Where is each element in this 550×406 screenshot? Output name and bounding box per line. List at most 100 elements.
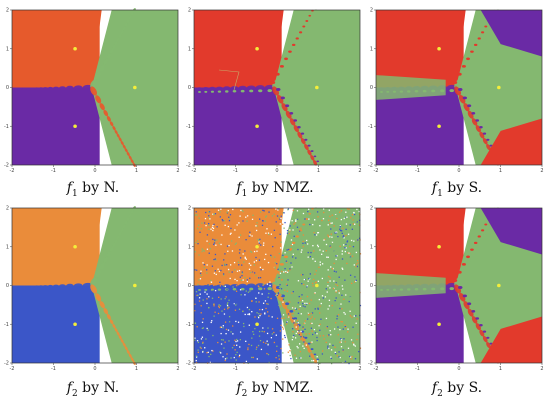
caption-subscript: 1 bbox=[241, 188, 248, 199]
x-tick-label: 1 bbox=[317, 168, 320, 174]
caption-function: f bbox=[431, 180, 438, 196]
caption-method: by N. bbox=[77, 380, 120, 396]
x-tick-label: 1 bbox=[499, 168, 502, 174]
panel-caption: f2 by S. bbox=[368, 380, 546, 399]
x-tick-label: 1 bbox=[499, 366, 502, 372]
basin-plot: -2 -1 0 1 2 2 1 0 -1 -2 bbox=[4, 202, 182, 372]
y-tick-label: 0 bbox=[6, 283, 9, 289]
y-tick-label: 2 bbox=[370, 206, 373, 212]
x-tick-label: 1 bbox=[135, 366, 138, 372]
x-tick-label: 0 bbox=[457, 366, 460, 372]
x-tick-label: -1 bbox=[51, 366, 56, 372]
y-tick-label: 2 bbox=[370, 8, 373, 14]
x-tick-label: -2 bbox=[10, 366, 15, 372]
x-tick-label: -2 bbox=[192, 168, 197, 174]
root-dot bbox=[73, 322, 77, 327]
basin-plot: -2 -1 0 1 2 2 1 0 -1 -2 bbox=[186, 4, 364, 174]
caption-subscript: 1 bbox=[437, 188, 443, 199]
basin-plot: -2 -1 0 1 2 2 1 0 -1 -2 bbox=[186, 202, 364, 372]
y-tick-label: 1 bbox=[370, 46, 373, 52]
y-tick-label: 1 bbox=[6, 244, 9, 250]
y-tick-label: -1 bbox=[186, 124, 191, 130]
y-tick-label: -1 bbox=[4, 322, 9, 328]
caption-function: f bbox=[66, 180, 72, 196]
caption-method: by S. bbox=[442, 380, 483, 396]
y-tick-label: -1 bbox=[368, 124, 373, 130]
x-tick-label: 2 bbox=[176, 168, 179, 174]
y-tick-label: 0 bbox=[188, 283, 191, 289]
x-tick-label: -1 bbox=[233, 168, 238, 174]
panel-caption: f2 by NMZ. bbox=[186, 380, 364, 399]
basin-plot: -2 -1 0 1 2 2 1 0 -1 -2 bbox=[4, 4, 182, 174]
root-dot bbox=[255, 322, 259, 327]
root-dot bbox=[437, 46, 441, 51]
y-tick-label: 1 bbox=[370, 244, 373, 250]
y-tick-label: 0 bbox=[370, 283, 373, 289]
root-dot bbox=[73, 124, 77, 129]
x-tick-label: 2 bbox=[540, 168, 543, 174]
x-tick-label: -2 bbox=[192, 366, 197, 372]
x-tick-label: -2 bbox=[374, 366, 379, 372]
y-tick-label: 2 bbox=[6, 206, 9, 212]
caption-method: by NMZ. bbox=[247, 180, 314, 196]
panel-caption: f1 by S. bbox=[368, 180, 546, 199]
caption-subscript: 2 bbox=[241, 388, 248, 399]
root-dot bbox=[437, 322, 441, 327]
y-tick-label: 0 bbox=[370, 85, 373, 91]
y-tick-label: 0 bbox=[6, 85, 9, 91]
x-tick-label: 1 bbox=[135, 168, 138, 174]
caption-method: by NMZ. bbox=[247, 380, 314, 396]
y-tick-label: -2 bbox=[186, 163, 191, 169]
root-dot bbox=[315, 283, 319, 288]
basin-plot: -2 -1 0 1 2 2 1 0 -1 -2 bbox=[368, 202, 546, 372]
root-dot bbox=[437, 124, 441, 129]
x-tick-label: 0 bbox=[275, 168, 278, 174]
panel-caption: f1 by N. bbox=[4, 180, 182, 199]
y-tick-label: -1 bbox=[4, 124, 9, 130]
caption-function: f bbox=[66, 380, 72, 396]
x-tick-label: 0 bbox=[457, 168, 460, 174]
root-dot bbox=[73, 244, 77, 249]
root-dot bbox=[255, 244, 259, 249]
y-tick-label: -2 bbox=[368, 163, 373, 169]
x-tick-label: 0 bbox=[93, 366, 96, 372]
root-dot bbox=[497, 85, 501, 90]
x-tick-label: 1 bbox=[317, 366, 320, 372]
y-tick-label: 2 bbox=[6, 8, 9, 14]
x-tick-label: 2 bbox=[358, 168, 361, 174]
caption-subscript: 2 bbox=[71, 388, 78, 399]
x-tick-label: 0 bbox=[275, 366, 278, 372]
y-tick-label: -1 bbox=[186, 322, 191, 328]
root-dot bbox=[255, 124, 259, 129]
y-tick-label: 0 bbox=[188, 85, 191, 91]
y-tick-label: -2 bbox=[4, 163, 9, 169]
x-tick-label: 2 bbox=[176, 366, 179, 372]
y-tick-label: -1 bbox=[368, 322, 373, 328]
root-dot bbox=[133, 85, 137, 90]
root-dot bbox=[73, 46, 77, 51]
x-tick-label: -1 bbox=[415, 366, 420, 372]
x-tick-label: -1 bbox=[415, 168, 420, 174]
caption-subscript: 2 bbox=[437, 388, 443, 399]
x-tick-label: -1 bbox=[51, 168, 56, 174]
y-tick-label: -2 bbox=[186, 361, 191, 367]
x-tick-label: 0 bbox=[93, 168, 96, 174]
root-dot bbox=[315, 85, 319, 90]
y-tick-label: 1 bbox=[188, 244, 191, 250]
x-tick-label: 2 bbox=[358, 366, 361, 372]
y-tick-label: -2 bbox=[4, 361, 9, 367]
y-tick-label: -2 bbox=[368, 361, 373, 367]
caption-method: by N. bbox=[77, 180, 120, 196]
y-tick-label: 2 bbox=[188, 8, 191, 14]
x-tick-label: -2 bbox=[10, 168, 15, 174]
y-tick-label: 2 bbox=[188, 206, 191, 212]
root-dot bbox=[497, 283, 501, 288]
root-dot bbox=[255, 46, 259, 51]
basin-plot: -2 -1 0 1 2 2 1 0 -1 -2 bbox=[368, 4, 546, 174]
caption-function: f bbox=[236, 180, 242, 196]
root-dot bbox=[437, 244, 441, 249]
x-tick-label: -1 bbox=[233, 366, 238, 372]
y-tick-label: 1 bbox=[188, 46, 191, 52]
y-tick-label: 1 bbox=[6, 46, 9, 52]
root-dot bbox=[133, 283, 137, 288]
